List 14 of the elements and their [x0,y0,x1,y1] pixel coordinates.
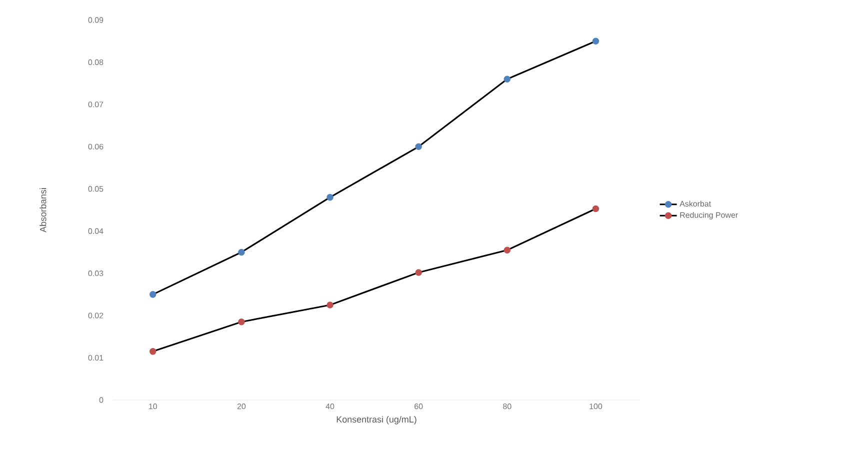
y-axis-title: Absorbansi [40,188,46,232]
point [592,38,600,44]
point [149,348,156,355]
point [415,269,422,276]
point [326,302,334,308]
x-axis-title: Konsentrasi (ug/mL) [336,416,416,424]
point [238,248,245,256]
point [149,291,156,298]
point [504,76,511,82]
point [592,205,600,212]
point [504,246,511,254]
point [238,318,245,326]
point [326,194,334,201]
point [415,143,422,150]
